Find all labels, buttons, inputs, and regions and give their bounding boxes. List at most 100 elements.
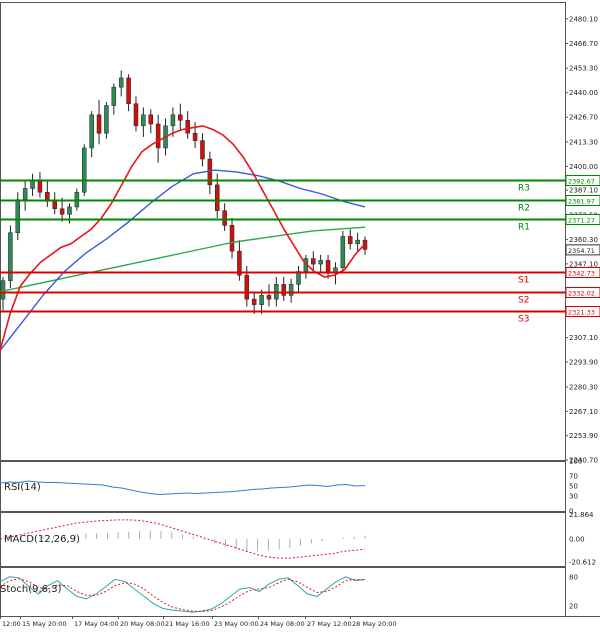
candle-body (340, 236, 346, 269)
stoch-tick-label: 80 (569, 573, 578, 581)
price-tick-label: 2293.90 (569, 358, 598, 366)
candle-body (178, 114, 183, 121)
candle-body (200, 140, 205, 160)
level-price-tag-box (565, 195, 600, 206)
candle-body (126, 77, 131, 104)
level-price-tag: 2371.27 (568, 217, 595, 225)
macd-tick-label: 21.864 (569, 511, 594, 519)
candle-body (185, 120, 190, 134)
candle-body (89, 114, 94, 149)
level-label-s3: S3 (518, 315, 529, 325)
level-label-r3: R3 (518, 184, 530, 194)
macd-pane (0, 512, 566, 567)
price-tick-label: 2253.90 (569, 432, 598, 440)
x-tick-label: 27 May 12:00 (307, 620, 352, 628)
price-tick-label: 2280.30 (569, 384, 598, 392)
macd-title: MACD(12,26,9) (4, 534, 80, 545)
candle-body (259, 295, 264, 305)
candle-body (311, 258, 316, 265)
x-tick-label: 24 May 08:00 (260, 620, 305, 628)
price-tick-label: 2426.70 (569, 114, 598, 122)
main-pane (0, 2, 566, 461)
ma-fast-line (0, 125, 366, 351)
candle-body (118, 77, 124, 88)
candle-body (15, 199, 21, 234)
candle-body (59, 208, 65, 215)
candle-body (170, 114, 176, 127)
level-price-tag-box (565, 287, 600, 298)
candle-body (318, 260, 323, 265)
x-tick-label: 20 May 08:00 (120, 620, 165, 628)
candle-body (104, 105, 109, 134)
ma-slow-line (0, 226, 366, 293)
level-price-tag: 2392.67 (568, 178, 595, 186)
stoch-k-line (0, 576, 366, 613)
candle-body (237, 250, 242, 276)
candle-body (214, 184, 220, 211)
candle-body (148, 114, 154, 125)
x-tick-label: 21 May 16:00 (165, 620, 210, 628)
rsi-tick-label: 50 (569, 483, 578, 491)
price-tick-label: 2480.10 (569, 15, 598, 23)
candle-body (30, 180, 35, 189)
price-tick-label: 2240.70 (569, 457, 598, 465)
price-tick-label: 2307.10 (569, 334, 598, 342)
rsi-tick-label: 70 (569, 473, 578, 481)
rsi-tick-label: 100 (569, 458, 582, 466)
candle-body (325, 260, 331, 274)
candle-body (8, 232, 13, 281)
last-price-tag-box (565, 244, 600, 256)
level-price-tag: 2342.73 (568, 270, 595, 278)
level-price-tag: 2381.97 (568, 198, 595, 206)
price-tick-label: 2466.70 (569, 40, 598, 48)
candle-body (0, 280, 6, 300)
price-tick-label: 2413.30 (569, 138, 598, 146)
candle-body (155, 123, 161, 149)
rsi-pane (0, 461, 566, 512)
x-tick-label: 17 May 04:00 (74, 620, 119, 628)
price-tick-label: 2387.10 (569, 187, 598, 195)
stoch-d-line (0, 578, 366, 613)
level-label-s2: S2 (518, 296, 529, 306)
candle-body (111, 86, 117, 106)
stoch-pane (0, 567, 566, 617)
candle-body (347, 236, 353, 245)
last-price-tag: 2354.71 (568, 247, 595, 255)
candle-body (141, 114, 146, 127)
rsi-tick-label: 0 (569, 508, 573, 516)
level-price-tag: 2332.02 (568, 290, 595, 298)
price-tick-label: 2453.30 (569, 65, 598, 73)
level-price-tag-box (565, 267, 600, 278)
stoch-tick-label: 20 (569, 603, 578, 611)
price-tick-label: 2347.10 (569, 260, 598, 268)
candle-body (266, 295, 272, 300)
candle-body (288, 284, 294, 296)
candle-body (67, 206, 72, 215)
rsi-tick-label: 30 (569, 493, 578, 501)
candle-body (229, 225, 235, 252)
candle-body (133, 103, 139, 127)
candle-body (244, 274, 250, 300)
price-tick-label: 2400.00 (569, 163, 598, 171)
price-tick-label: 2440.00 (569, 89, 598, 97)
level-price-tag: 2321.33 (568, 309, 595, 317)
candle-body (37, 180, 43, 193)
candle-body (22, 188, 28, 200)
level-label-s1: S1 (518, 276, 529, 286)
macd-tick-label: -20.612 (569, 559, 596, 567)
rsi-line (0, 480, 366, 496)
level-price-tag-box (565, 214, 600, 225)
macd-signal-line (0, 519, 366, 559)
candle-body (251, 298, 257, 305)
stoch-title: Stoch(9,6,3) (0, 584, 62, 595)
x-tick-label: 15 May 20:00 (22, 620, 67, 628)
x-tick-label: 23 May 00:00 (214, 620, 259, 628)
candle-body (96, 114, 102, 134)
price-tick-label: 2267.10 (569, 408, 598, 416)
candle-body (281, 284, 286, 296)
candle-body (82, 147, 87, 193)
candle-body (296, 271, 301, 285)
candle-body (52, 201, 57, 210)
candle-body (355, 239, 360, 245)
